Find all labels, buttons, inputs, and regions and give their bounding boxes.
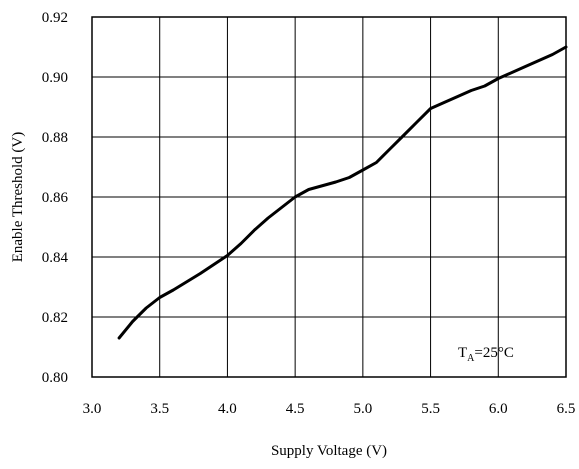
y-tick-label: 0.90 <box>42 70 68 86</box>
grid <box>92 17 566 377</box>
x-axis-tick-labels: 3.0 3.5 4.0 4.5 5.0 5.5 6.0 6.5 <box>83 401 576 417</box>
x-tick-label: 4.0 <box>218 401 237 417</box>
x-tick-label: 6.5 <box>557 401 576 417</box>
x-tick-label: 4.5 <box>286 401 305 417</box>
y-tick-label: 0.80 <box>42 370 68 386</box>
y-tick-label: 0.86 <box>42 190 69 206</box>
y-tick-label: 0.88 <box>42 130 68 146</box>
temperature-annotation: TA=25°C <box>458 345 514 364</box>
x-tick-label: 5.5 <box>421 401 440 417</box>
plot-area-frame <box>91 16 567 378</box>
y-axis-title: Enable Threshold (V) <box>10 132 26 263</box>
annotation-subscript: A <box>467 353 475 364</box>
y-tick-label: 0.92 <box>42 10 68 26</box>
series-group <box>117 45 568 340</box>
x-tick-label: 6.0 <box>489 401 508 417</box>
annotation-main: T <box>458 345 467 361</box>
y-tick-label: 0.84 <box>42 250 69 266</box>
x-axis-title: Supply Voltage (V) <box>271 443 387 459</box>
series-line <box>117 45 568 340</box>
y-tick-label: 0.82 <box>42 310 68 326</box>
annotation-rest: =25°C <box>474 345 513 361</box>
x-tick-label: 3.0 <box>83 401 102 417</box>
x-tick-label: 3.5 <box>150 401 169 417</box>
x-tick-label: 5.0 <box>353 401 372 417</box>
y-axis-tick-labels: 0.80 0.82 0.84 0.86 0.88 0.90 0.92 <box>42 10 69 386</box>
